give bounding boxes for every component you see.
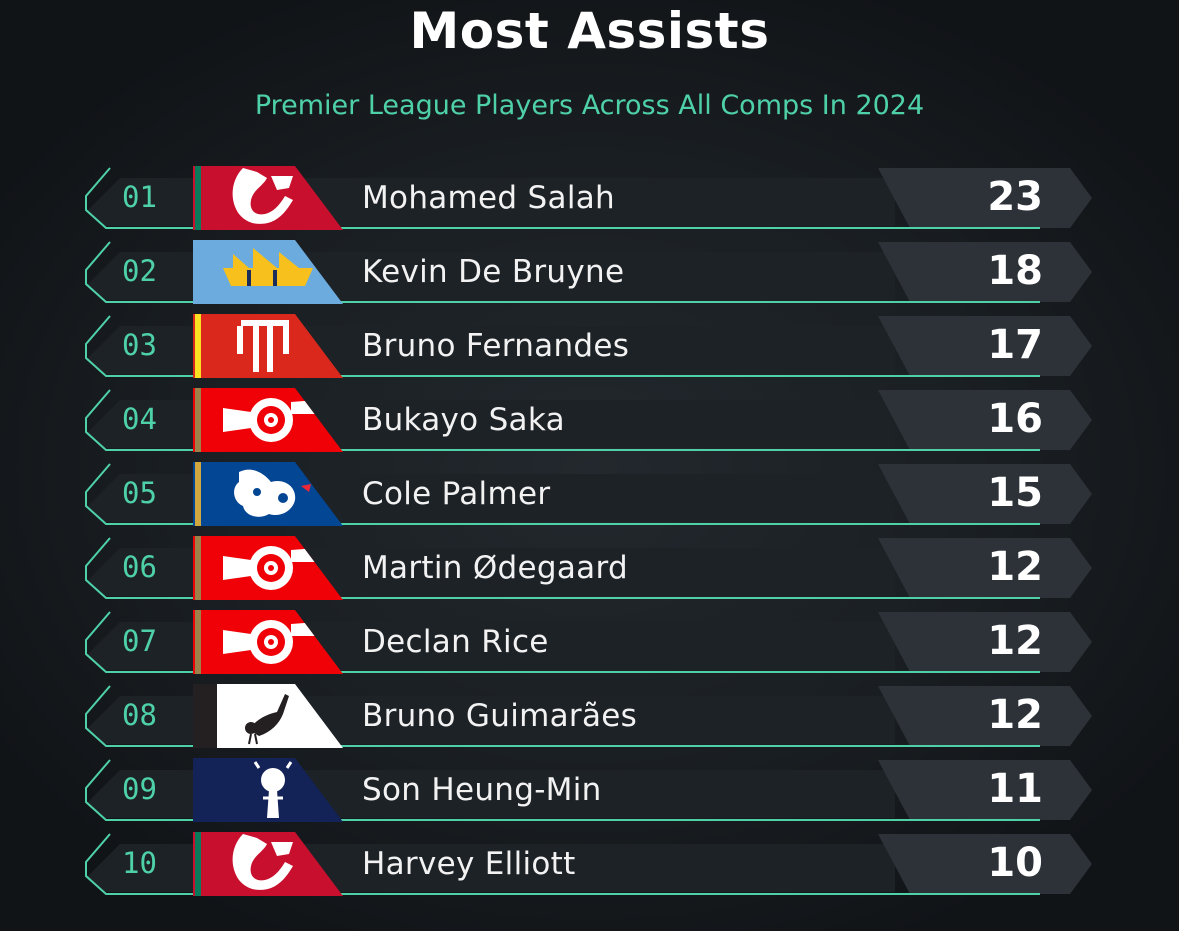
player-row: 06 Martin Ødegaard 12 [0, 536, 1179, 600]
rank-number: 08 [122, 698, 157, 732]
player-name: Mohamed Salah [362, 180, 615, 216]
arsenal-crest-icon [193, 388, 343, 452]
rank-number: 09 [122, 772, 157, 806]
player-row: 09 Son Heung-Min 11 [0, 758, 1179, 822]
rank-number: 05 [122, 476, 157, 510]
tottenham-crest-icon [193, 758, 343, 822]
player-row: 02 Kevin De Bruyne 18 [0, 240, 1179, 304]
assists-value: 12 [987, 544, 1043, 590]
chelsea-crest-icon [193, 462, 343, 526]
player-row: 04 Bukayo Saka 16 [0, 388, 1179, 452]
player-name: Cole Palmer [362, 476, 551, 512]
rank-number: 01 [122, 180, 157, 214]
man-united-crest-icon [193, 314, 343, 378]
player-name: Bukayo Saka [362, 402, 565, 438]
liverpool-crest-icon [193, 832, 343, 896]
page-title: Most Assists [409, 2, 770, 60]
arsenal-crest-icon [193, 536, 343, 600]
player-name: Bruno Fernandes [362, 328, 630, 364]
player-name: Kevin De Bruyne [362, 254, 625, 290]
player-name: Bruno Guimarães [362, 698, 638, 734]
rank-number: 02 [122, 254, 157, 288]
rank-number: 06 [122, 550, 157, 584]
player-name: Martin Ødegaard [362, 550, 628, 586]
assists-value: 17 [987, 322, 1043, 368]
player-name: Harvey Elliott [362, 846, 576, 882]
rank-number: 04 [122, 402, 157, 436]
assists-value: 12 [987, 618, 1043, 664]
liverpool-crest-icon [193, 166, 343, 230]
assists-value: 11 [987, 766, 1043, 812]
newcastle-crest-icon [193, 684, 343, 748]
man-city-crest-icon [193, 240, 343, 304]
assists-value: 15 [987, 470, 1043, 516]
rank-number: 10 [122, 846, 157, 880]
rank-number: 07 [122, 624, 157, 658]
player-row: 01 Mohamed Salah 23 [0, 166, 1179, 230]
player-row: 05 Cole Palmer 15 [0, 462, 1179, 526]
player-row: 10 Harvey Elliott 10 [0, 832, 1179, 896]
assists-value: 18 [987, 248, 1043, 294]
player-name: Son Heung-Min [362, 772, 602, 808]
player-row: 03 Bruno Fernandes 17 [0, 314, 1179, 378]
player-row: 08 Bruno Guimarães 12 [0, 684, 1179, 748]
page-subtitle: Premier League Players Across All Comps … [254, 90, 925, 121]
arsenal-crest-icon [193, 610, 343, 674]
assists-value: 12 [987, 692, 1043, 738]
player-name: Declan Rice [362, 624, 549, 660]
assists-value: 16 [987, 396, 1043, 442]
rank-number: 03 [122, 328, 157, 362]
assists-value: 23 [987, 174, 1043, 220]
player-row: 07 Declan Rice 12 [0, 610, 1179, 674]
assists-value: 10 [987, 840, 1043, 886]
